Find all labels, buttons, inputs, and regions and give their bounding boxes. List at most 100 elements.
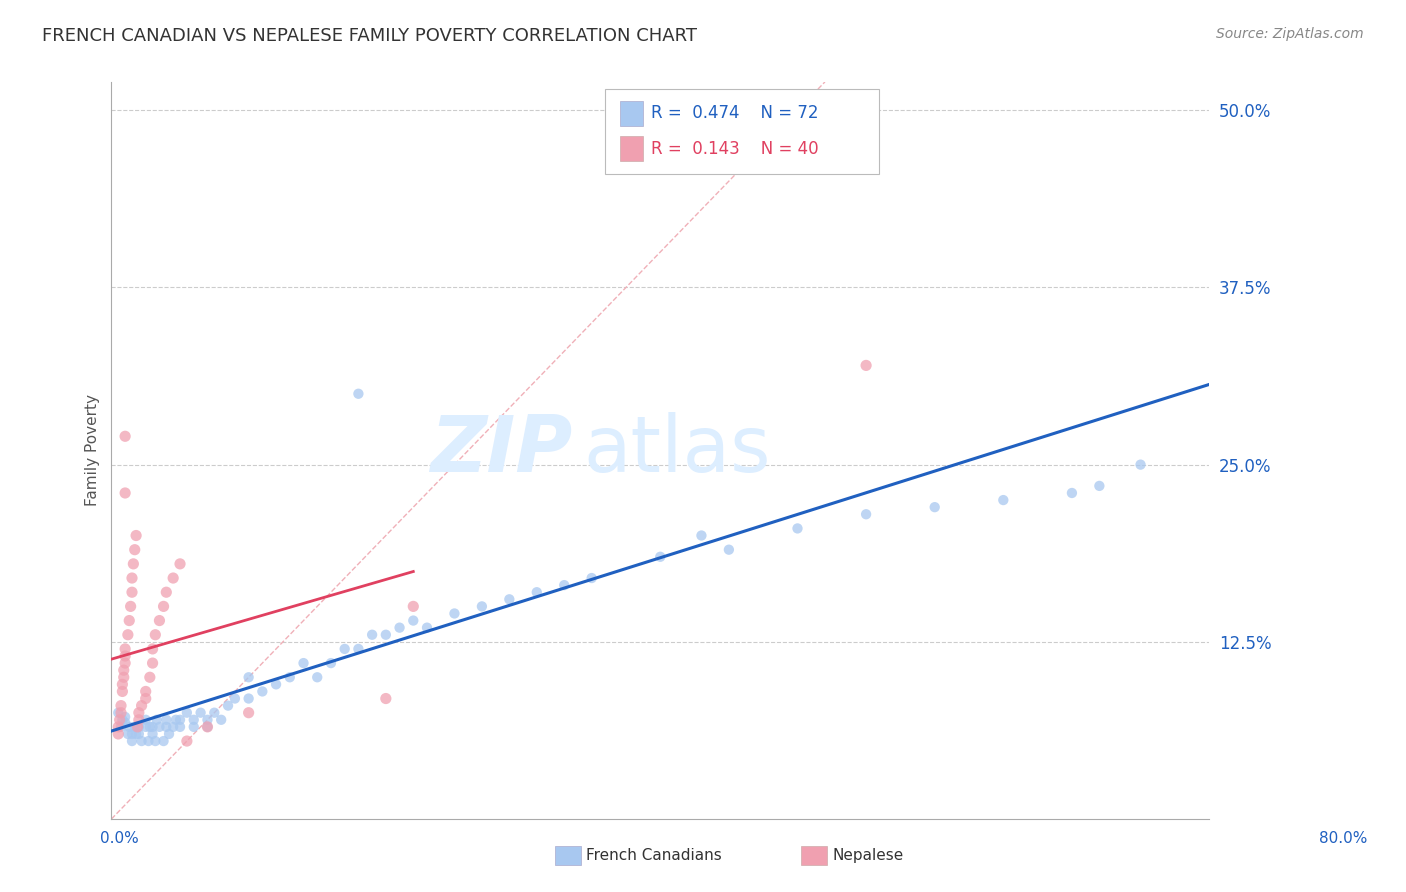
Text: atlas: atlas xyxy=(583,412,770,489)
Point xyxy=(139,720,162,734)
Point xyxy=(402,614,425,628)
Point xyxy=(114,656,136,670)
Point xyxy=(361,628,384,642)
Point xyxy=(333,641,356,656)
Point xyxy=(855,508,877,522)
Point xyxy=(924,500,946,515)
Point xyxy=(169,720,191,734)
Point xyxy=(443,607,465,621)
Point xyxy=(202,706,225,720)
Point xyxy=(121,585,143,599)
Point xyxy=(197,713,219,727)
Point xyxy=(118,614,141,628)
Point xyxy=(347,386,370,401)
Point xyxy=(142,727,165,741)
Point xyxy=(347,641,370,656)
Point xyxy=(121,571,143,585)
Point xyxy=(238,706,260,720)
Point xyxy=(111,677,134,691)
Point xyxy=(128,720,150,734)
Point xyxy=(197,720,219,734)
Text: R =  0.143    N = 40: R = 0.143 N = 40 xyxy=(651,140,818,158)
Point xyxy=(120,599,142,614)
Point xyxy=(135,684,157,698)
Point xyxy=(176,734,198,748)
Point xyxy=(128,713,150,727)
Point xyxy=(162,571,184,585)
Point xyxy=(148,614,170,628)
Point xyxy=(217,698,239,713)
Point xyxy=(124,720,146,734)
Point xyxy=(114,641,136,656)
Point xyxy=(416,621,439,635)
Point xyxy=(110,706,132,720)
Point xyxy=(135,720,157,734)
Point xyxy=(388,621,411,635)
Point xyxy=(238,691,260,706)
Point xyxy=(118,720,141,734)
Point xyxy=(114,486,136,500)
Point xyxy=(374,691,396,706)
Point xyxy=(114,429,136,443)
Point xyxy=(190,706,212,720)
Text: FRENCH CANADIAN VS NEPALESE FAMILY POVERTY CORRELATION CHART: FRENCH CANADIAN VS NEPALESE FAMILY POVER… xyxy=(42,27,697,45)
Text: French Canadians: French Canadians xyxy=(586,848,723,863)
Point xyxy=(143,734,166,748)
Point xyxy=(238,670,260,684)
Point xyxy=(128,727,150,741)
Point xyxy=(855,359,877,373)
Point xyxy=(148,720,170,734)
Point xyxy=(112,670,135,684)
Point xyxy=(319,656,342,670)
Point xyxy=(112,663,135,677)
Point xyxy=(127,720,149,734)
Point xyxy=(145,713,167,727)
Point xyxy=(125,727,148,741)
Point xyxy=(155,720,177,734)
Point xyxy=(264,677,287,691)
Point xyxy=(114,715,136,730)
Point xyxy=(155,713,177,727)
Point xyxy=(252,684,274,698)
Text: ZIP: ZIP xyxy=(430,412,572,489)
Point xyxy=(498,592,520,607)
Y-axis label: Family Poverty: Family Poverty xyxy=(86,394,100,507)
Point xyxy=(139,670,162,684)
Point xyxy=(142,720,165,734)
Point xyxy=(197,720,219,734)
Point xyxy=(162,720,184,734)
Point xyxy=(1129,458,1152,472)
Point xyxy=(152,734,174,748)
Point xyxy=(169,557,191,571)
Point xyxy=(122,557,145,571)
Point xyxy=(138,734,160,748)
Point xyxy=(690,528,713,542)
Point xyxy=(374,628,396,642)
Point xyxy=(155,585,177,599)
Point xyxy=(110,698,132,713)
Point xyxy=(110,720,132,734)
Point xyxy=(107,706,129,720)
Text: R =  0.474    N = 72: R = 0.474 N = 72 xyxy=(651,104,818,122)
Point xyxy=(402,599,425,614)
Point xyxy=(169,713,191,727)
Point xyxy=(131,734,153,748)
Text: Source: ZipAtlas.com: Source: ZipAtlas.com xyxy=(1216,27,1364,41)
Point xyxy=(786,521,808,535)
Point xyxy=(121,734,143,748)
Point xyxy=(135,713,157,727)
Point xyxy=(108,713,131,727)
Point xyxy=(117,628,139,642)
Point xyxy=(107,727,129,741)
Point xyxy=(224,691,246,706)
Point xyxy=(111,713,134,727)
Point xyxy=(114,710,136,724)
Point xyxy=(183,720,205,734)
Point xyxy=(1060,486,1083,500)
Point xyxy=(292,656,315,670)
Point xyxy=(471,599,494,614)
Point xyxy=(128,706,150,720)
Point xyxy=(553,578,575,592)
Point xyxy=(526,585,548,599)
Point xyxy=(125,528,148,542)
